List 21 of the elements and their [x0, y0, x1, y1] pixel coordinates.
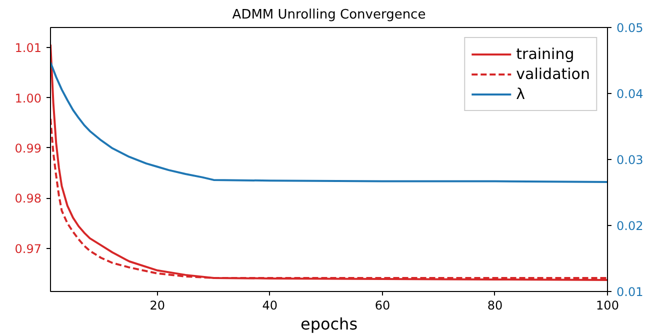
- legend-label: training: [516, 45, 574, 63]
- legend-label: λ: [516, 85, 526, 103]
- x-tick-label: 100: [596, 298, 619, 312]
- y-tick-label: 0.97: [14, 242, 42, 256]
- chart-title: ADMM Unrolling Convergence: [232, 8, 426, 22]
- y2-tick-label: 0.05: [616, 21, 644, 35]
- x-axis-title: epochs: [300, 314, 358, 334]
- x-tick-label: 40: [262, 298, 278, 312]
- x-tick-label: 60: [374, 298, 390, 312]
- y-tick-label: 1.00: [14, 91, 42, 106]
- x-tick-label: 80: [487, 298, 503, 312]
- y-tick-label: 0.98: [14, 192, 42, 206]
- x-tick-label: 20: [150, 298, 166, 312]
- y2-tick-label: 0.02: [616, 219, 644, 233]
- y-tick-label: 1.01: [14, 41, 42, 56]
- y2-tick-label: 0.01: [616, 285, 644, 299]
- y-tick-label: 0.99: [14, 141, 42, 156]
- legend-label: validation: [516, 65, 590, 83]
- line-series: [50, 61, 608, 183]
- y2-tick-label: 0.04: [616, 87, 644, 101]
- y2-tick-label: 0.03: [616, 153, 644, 167]
